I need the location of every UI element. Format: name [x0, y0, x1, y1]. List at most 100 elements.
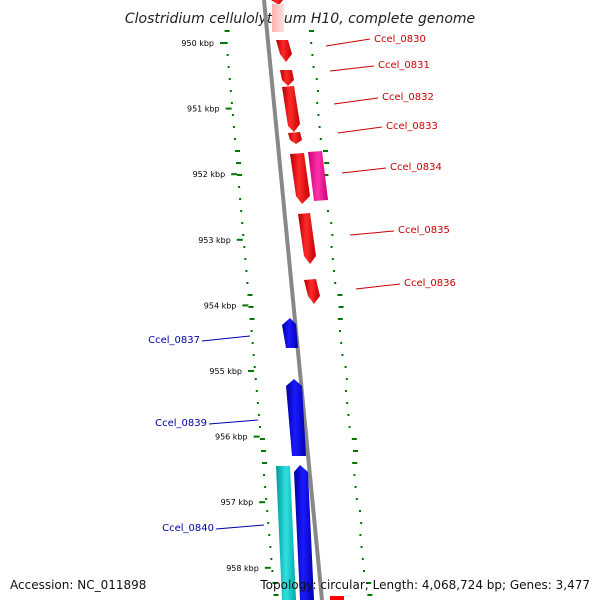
gc-dot	[270, 558, 273, 560]
gc-dot	[272, 582, 278, 584]
gc-dot	[229, 90, 232, 92]
gc-dot	[338, 306, 344, 308]
label-ccel-0830: Ccel_0830	[374, 34, 426, 45]
gc-dot	[256, 402, 259, 404]
gc-dot	[239, 198, 242, 200]
kbp-tick-label: 955 kbp	[209, 367, 242, 376]
gene-partial-top	[271, 0, 283, 5]
gene-pale-top	[272, 4, 284, 32]
gc-dot	[247, 294, 253, 296]
gc-dot	[235, 150, 240, 152]
gc-dot	[327, 210, 329, 212]
gc-dot	[323, 174, 329, 176]
gc-dot	[339, 330, 341, 332]
gc-dot	[355, 498, 358, 500]
gc-dot	[330, 246, 333, 248]
gc-dot	[317, 90, 319, 92]
gene-ccel-0833	[288, 132, 302, 144]
map-title: Clostridium cellulolyticum H10, complete…	[125, 11, 475, 27]
gc-dot	[261, 450, 266, 452]
gc-dot	[323, 150, 328, 152]
gc-dot	[346, 402, 349, 404]
gc-dot	[227, 66, 230, 68]
gc-dot	[236, 162, 242, 164]
gene-ccel-0835	[298, 213, 316, 264]
gc-dot	[317, 114, 320, 116]
gc-dot	[254, 378, 257, 380]
gc-dot	[363, 570, 365, 572]
gc-dot	[315, 78, 318, 80]
gene-ccel-0836	[304, 279, 320, 304]
gc-dot	[273, 594, 279, 596]
gene-labels: Ccel_0830 Ccel_0831 Ccel_0832 Ccel_0833 …	[148, 34, 456, 534]
gc-dot	[360, 522, 363, 524]
gc-dot	[331, 234, 334, 236]
gc-dot	[268, 534, 271, 536]
gc-dot	[359, 510, 361, 512]
gc-dot	[333, 270, 335, 272]
gc-dot	[344, 366, 347, 368]
kbp-tick-label: 950 kbp	[181, 39, 214, 48]
gc-dot	[309, 30, 314, 32]
gene-ccel-0834-a	[290, 153, 310, 204]
gc-dot	[367, 594, 373, 596]
label-ccel-0840: Ccel_0840	[162, 523, 214, 534]
gc-dot	[359, 534, 362, 536]
gc-dot	[311, 54, 314, 56]
gc-dot	[271, 570, 274, 572]
gc-dot	[318, 126, 321, 128]
gc-dot	[319, 138, 322, 140]
gc-dot	[310, 42, 313, 44]
gc-dot	[334, 282, 337, 284]
gc-dot	[259, 438, 265, 440]
genome-backbone	[262, 0, 324, 600]
kbp-tick-track: 950 kbp 951 kbp 952 kbp 953 kbp 954 kbp 955 k…	[181, 39, 271, 573]
gc-dot	[341, 354, 344, 356]
gc-dot	[246, 282, 249, 284]
gc-dot	[230, 102, 233, 104]
gene-ccel-0830	[276, 40, 292, 62]
gc-dot	[347, 414, 350, 416]
gc-dot	[353, 450, 358, 452]
gc-dot	[330, 222, 333, 224]
gc-dot	[245, 270, 248, 272]
gc-dot	[337, 294, 343, 296]
gc-dot	[237, 174, 243, 176]
gc-dot	[352, 462, 358, 464]
gc-dot	[253, 366, 256, 368]
kbp-tick-label: 957 kbp	[221, 498, 254, 507]
gc-dot	[243, 246, 246, 248]
gc-dot	[316, 102, 319, 104]
gc-dot	[244, 258, 247, 260]
gene-ccel-0834-b	[308, 151, 328, 201]
gc-dot	[241, 222, 244, 224]
gc-dot	[266, 510, 269, 512]
gc-dot	[348, 426, 351, 428]
gc-dot	[248, 306, 254, 308]
gc-dot	[252, 354, 255, 356]
label-ccel-0833: Ccel_0833	[386, 121, 438, 132]
gc-dot	[255, 390, 258, 392]
gc-dot	[233, 138, 236, 140]
gc-dot	[249, 318, 255, 320]
label-ccel-0835: Ccel_0835	[398, 225, 450, 236]
gc-dot	[366, 582, 372, 584]
gc-dot	[250, 330, 253, 332]
gc-dot	[324, 162, 330, 164]
accession-text: Accession: NC_011898	[10, 578, 147, 592]
gc-dot	[345, 378, 348, 380]
gc-dot	[225, 42, 228, 44]
kbp-tick-label: 954 kbp	[204, 301, 237, 310]
gc-dot	[337, 318, 343, 320]
gc-dot	[354, 486, 357, 488]
gc-dot	[353, 474, 356, 476]
gc-dot	[228, 78, 231, 80]
kbp-tick-label: 956 kbp	[215, 433, 248, 442]
gc-dot	[269, 546, 272, 548]
kbp-tick-label: 953 kbp	[198, 236, 231, 245]
gc-dot	[251, 342, 254, 344]
gene-ccel-0832	[282, 86, 300, 132]
gc-dot	[360, 546, 363, 548]
label-ccel-0834: Ccel_0834	[390, 162, 442, 173]
